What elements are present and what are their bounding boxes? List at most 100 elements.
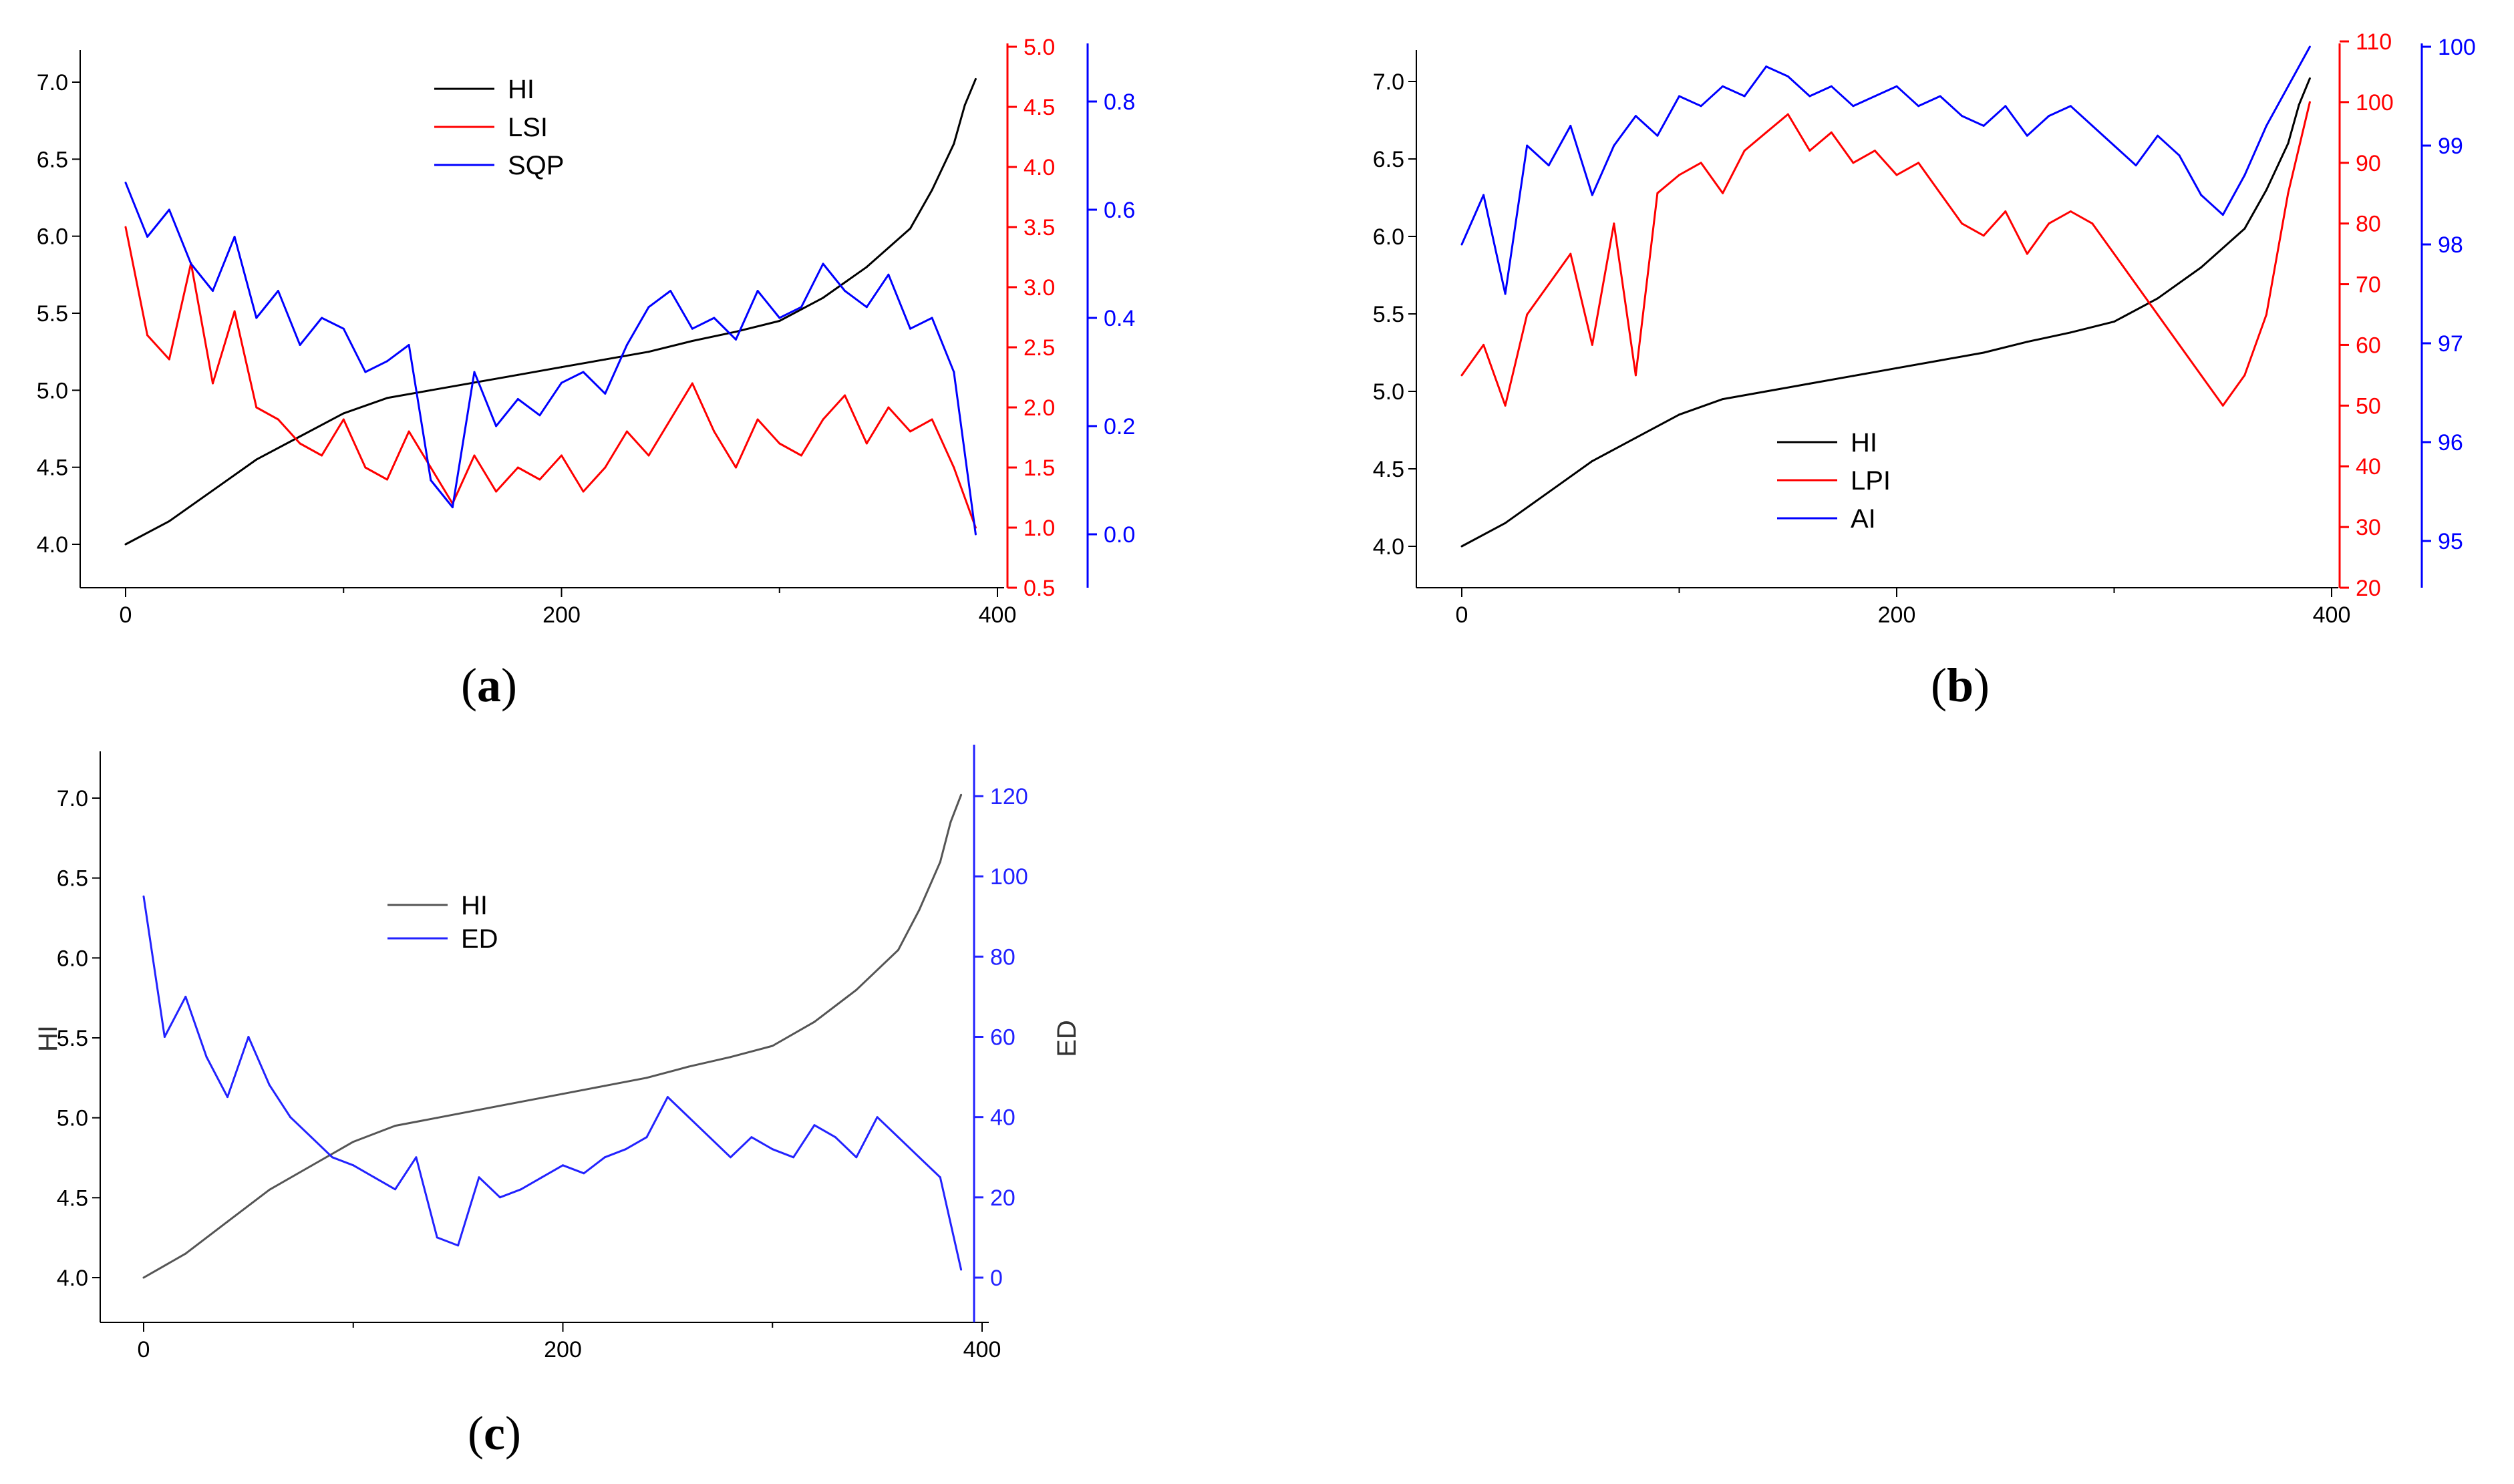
series-hi-point (299, 435, 301, 437)
series-lsi-point (473, 454, 476, 457)
series-lpi-point (1939, 192, 1941, 194)
y-right-tick-label: 20 (990, 1185, 1015, 1211)
series-hi-point (855, 988, 858, 991)
series-hi-point (1591, 459, 1593, 462)
caption-open: ( (1931, 659, 1947, 712)
series-hi-point (2308, 77, 2311, 79)
series-sqp-point (713, 317, 716, 319)
series-ai-point (2091, 124, 2094, 127)
series-sqp-point (756, 290, 759, 292)
y-left-tick-label: 7.0 (1373, 69, 1404, 95)
series-ed-point (834, 1136, 836, 1139)
series-lsi-point (124, 226, 127, 228)
y-right-tick-label: 0.8 (1104, 89, 1135, 115)
chart-panel-c: 0 200 400 4.0 4.5 5.0 5.5 6.0 6.5 7.0 0 20 40 60 80 100… (33, 745, 1082, 1460)
x-tick-label: 200 (544, 1337, 582, 1362)
y-left-tick-label: 5.5 (37, 301, 68, 327)
legend-label-ed: ED (461, 924, 498, 954)
y-right-tick-label: 1.5 (1024, 455, 1055, 481)
y-right-tick-label: 2.0 (1024, 395, 1055, 421)
series-lsi-point (277, 418, 279, 421)
series-hi-point (909, 227, 911, 230)
series-sqp-point (735, 338, 737, 341)
series-ed-point (520, 1188, 522, 1191)
y-right-tick-label: 60 (990, 1025, 1015, 1051)
series-lpi-point (2287, 192, 2290, 194)
y-right-tick-label: 40 (2356, 454, 2381, 480)
series-hi-point (436, 1117, 438, 1119)
series-ed-point (939, 1176, 941, 1179)
series-hi-point (939, 861, 941, 864)
series-ai-point (1526, 144, 1529, 147)
series-hi-point (1939, 359, 1941, 362)
series-sqp-point (168, 208, 170, 211)
series-ed-point (708, 1136, 711, 1139)
y-right-tick-label: 3.0 (1024, 275, 1055, 301)
series-ed-point (666, 1096, 669, 1099)
series-ai-point (2287, 85, 2290, 87)
series-ed-point (792, 1156, 795, 1159)
series-ai-point (1569, 124, 1572, 127)
series-hi-point (2298, 104, 2300, 106)
series-hi-point (2069, 331, 2072, 334)
series-lpi-point (2026, 252, 2028, 255)
series-hi-point (813, 1021, 816, 1023)
x-tick-label: 0 (1456, 602, 1468, 628)
series-ed-point (205, 1056, 208, 1058)
series-sqp-line (124, 182, 977, 535)
series-hi-point (960, 793, 963, 796)
series-ed-point (750, 1136, 753, 1139)
legend-label-lpi: LPI (1851, 466, 1891, 496)
series-hi-point (1547, 491, 1550, 494)
series-lsi-point (430, 466, 432, 469)
y-left-tick-label: 4.5 (1373, 457, 1404, 482)
series-ed-point (583, 1172, 585, 1175)
series-lsi-point (931, 418, 933, 421)
chart-panel-a: 0 200 400 4.0 4.5 5.0 5.5 6.0 6.5 7.0 0.5 1.0 1.5 2.0… (37, 35, 1136, 712)
series-sqp-point (778, 317, 781, 319)
series-ed-point (373, 1176, 375, 1179)
x-tick-label: 0 (120, 602, 132, 628)
y-right-tick-label: 4.5 (1024, 95, 1055, 120)
series-sqp-point (538, 414, 541, 417)
series-ai-point (2200, 194, 2203, 196)
series-ed-point (163, 1036, 166, 1038)
y-left-tick-label: 5.0 (1373, 379, 1404, 405)
series-sqp-point (342, 327, 345, 330)
series-sqp-point (233, 236, 236, 238)
y-axis-left-title: HI (33, 1025, 63, 1052)
series-hi-point (687, 1065, 690, 1068)
series-lpi-point (1678, 174, 1680, 176)
series-sqp-point (473, 371, 476, 373)
series-lpi-point (2178, 343, 2181, 346)
series-hi-point (604, 358, 607, 361)
series-lsi-point (408, 430, 410, 433)
series-ai-line (1460, 46, 2311, 295)
series-lsi-point (255, 406, 258, 409)
series-ed-point (331, 1156, 333, 1159)
y-left-tick-label: 6.5 (57, 866, 88, 892)
series-ai-point (1809, 95, 1811, 98)
y-right-tick-label: 0.6 (1104, 198, 1135, 223)
y-right-tick-label: 0.0 (1104, 522, 1135, 548)
y-right-tick-label: 0.2 (1104, 414, 1135, 439)
series-hi-point (822, 297, 824, 299)
series-lpi-point (1830, 131, 1833, 134)
x-tick-label: 400 (963, 1337, 1001, 1362)
series-hi-point (1634, 437, 1637, 439)
series-lsi-point (625, 430, 628, 433)
y-left-tick-label: 6.5 (37, 147, 68, 172)
series-sqp-point (364, 371, 367, 373)
y-left-tick-label: 6.0 (37, 224, 68, 250)
series-ai-point (2004, 105, 2007, 108)
series-lpi-point (2157, 313, 2159, 316)
y-right-tick-label: 110 (2356, 29, 2392, 55)
series-hi-point (735, 331, 737, 333)
series-ai-point (1547, 164, 1550, 167)
series-hi-point (561, 366, 563, 369)
series-lsi-point (647, 454, 650, 457)
series-lpi-point (1809, 150, 1811, 152)
y-right-tick-label: 98 (2438, 232, 2463, 258)
series-sqp-point (865, 306, 868, 309)
series-lsi-point (800, 454, 802, 457)
